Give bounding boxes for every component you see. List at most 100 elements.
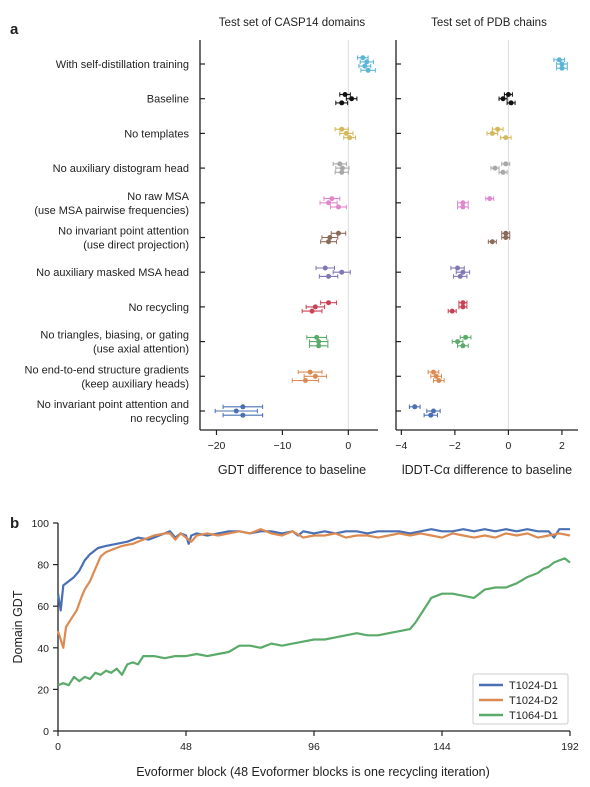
right-chart-point [460,343,466,349]
right-chart-point [460,204,466,210]
left-chart-point [337,161,343,167]
right-chart-point [449,308,455,314]
left-chart-point [309,308,315,314]
line-y-tick-label: 80 [37,560,49,572]
category-label: (use MSA pairwise frequencies) [34,205,189,217]
right-chart-point [433,373,439,379]
line-chart-plot: 0 20 40 60 80 100 0 48 96 144 192 [31,518,578,753]
right-chart-point [503,161,509,167]
right-chart-point [503,230,509,236]
right-chart-x-tick-label: 2 [559,440,565,452]
right-chart-point [430,369,436,375]
right-chart-point [500,96,506,102]
legend-label: T1064-D1 [509,710,558,722]
left-chart-point [339,165,345,171]
right-chart-point [457,273,463,279]
category-label: No triangles, biasing, or gating [40,330,189,342]
right-chart-point [559,61,565,67]
right-chart-point [460,269,466,275]
panel-b-letter: b [10,515,19,532]
category-label: With self-distillation training [56,59,189,71]
right-chart-point [463,334,469,340]
line-x-tick-label: 0 [55,741,61,753]
left-chart-point [347,135,353,141]
right-x-axis-label: lDDT-Cα difference to baseline [402,463,572,477]
right-chart-title: Test set of PDB chains [431,17,547,29]
left-chart-point [339,100,345,106]
category-label: No end-to-end structure gradients [25,364,190,376]
right-chart-plot: −4 −2 0 2 [395,40,578,452]
left-chart-point [326,273,332,279]
category-label: (use direct projection) [83,240,189,252]
right-chart-point [455,265,461,271]
line-y-axis-label: Domain GDT [11,590,25,663]
right-chart-point [508,100,514,106]
left-chart-point [329,196,335,202]
right-chart-point [559,65,565,71]
right-chart-point [455,339,461,345]
panel-a-letter: a [10,21,19,38]
category-label: no recycling [130,413,189,425]
panel-b: b 0 20 40 60 80 100 0 48 96 144 192 Domain GDT Evo… [10,515,579,779]
left-chart-point [342,92,348,97]
left-chart-point [326,200,332,206]
right-chart-point [436,378,442,383]
category-label: No recycling [128,302,189,314]
right-chart-x-tick-label: −2 [449,440,461,452]
left-chart-point [349,96,355,102]
left-chart-point [343,130,349,136]
panel-a: a Test set of CASP14 domains Test set of… [10,17,578,477]
series-line-t1024-d2 [56,528,571,649]
series-line-t1064-d1 [57,557,571,687]
right-chart-point [489,239,495,245]
left-chart-title: Test set of CASP14 domains [219,17,366,29]
left-chart-point [240,412,246,418]
left-chart-point [339,169,345,175]
category-label: (keep auxiliary heads) [81,378,189,390]
category-label: No auxiliary masked MSA head [36,267,189,279]
right-chart-point [428,412,434,418]
right-chart-point [460,300,466,306]
right-chart-point [495,126,501,132]
category-label: No templates [124,128,189,140]
line-x-tick-label: 144 [433,741,451,753]
left-chart-point [327,235,333,240]
line-x-tick-label: 96 [308,741,320,753]
left-x-axis-label: GDT difference to baseline [218,463,366,477]
left-chart-point [240,404,246,410]
left-chart-point [316,343,322,349]
left-chart-point [322,265,328,271]
right-chart-point [430,408,436,414]
line-y-tick-label: 0 [43,726,49,738]
right-chart-point [412,404,418,410]
right-chart-x-tick-label: 0 [505,440,511,452]
left-chart-point [362,63,368,69]
right-chart-point [460,200,466,206]
left-chart-point [326,300,332,306]
left-chart-point [307,369,313,375]
line-x-axis-label: Evoformer block (48 Evoformer blocks is … [136,765,490,779]
category-label: No invariant point attention and [37,399,189,411]
category-label: No invariant point attention [58,226,189,238]
left-chart-x-tick-label: 0 [345,440,351,452]
left-chart-point [326,239,332,245]
left-chart-x-tick-label: −20 [208,440,226,452]
line-x-tick-label: 192 [561,741,579,753]
legend-box [472,673,569,725]
left-chart-plot: −20 −10 0 [199,40,378,452]
category-labels: With self-distillation training Baseline N… [25,59,190,425]
left-chart-point [339,126,345,132]
right-chart-x-tick-label: −4 [395,440,407,452]
left-chart-point [339,269,345,275]
left-chart-point [335,230,341,236]
right-chart-point [500,169,506,175]
left-chart-point [316,339,322,345]
category-label: (use axial attention) [93,344,189,356]
right-chart-point [489,130,495,136]
line-y-tick-label: 40 [37,643,49,655]
line-y-tick-label: 20 [37,684,49,696]
right-chart-point [460,304,466,310]
legend-label: T1024-D1 [509,680,558,692]
left-chart-point [312,373,318,379]
